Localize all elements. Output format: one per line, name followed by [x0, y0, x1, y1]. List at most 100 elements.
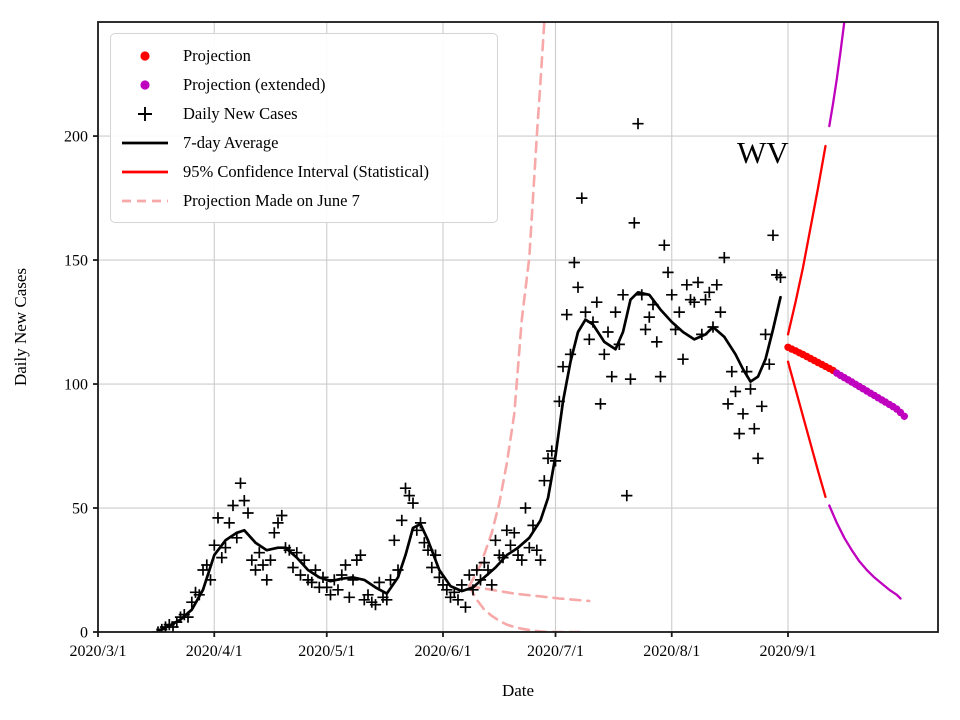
plus-marker	[658, 239, 670, 251]
plus-marker	[452, 594, 464, 606]
plus-marker	[152, 626, 164, 632]
series-ci_lower_extended	[828, 504, 902, 600]
plus-marker	[692, 276, 704, 288]
plus-marker	[591, 296, 603, 308]
plus-marker	[643, 311, 655, 323]
series-path-ci_lower	[786, 360, 827, 499]
plus-marker	[369, 599, 382, 611]
plus-marker	[339, 559, 352, 571]
plus-marker	[557, 361, 569, 373]
plus-marker	[388, 534, 400, 546]
plus-marker	[579, 306, 592, 318]
plus-marker	[242, 507, 254, 519]
legend-label: 7-day Average	[183, 132, 279, 152]
plus-marker	[321, 581, 333, 593]
plus-marker	[381, 594, 393, 606]
plus-marker	[332, 584, 344, 596]
plus-marker	[459, 601, 472, 613]
plus-marker	[538, 475, 550, 487]
plus-marker	[523, 542, 535, 554]
y-axis-title: Daily New Cases	[11, 268, 30, 386]
legend-dot	[140, 50, 150, 61]
plus-marker	[718, 252, 730, 264]
plus-marker	[714, 306, 727, 318]
plus-marker	[343, 591, 355, 603]
series-projection_extended	[833, 369, 908, 420]
plus-marker	[403, 490, 415, 502]
plus-marker	[531, 544, 543, 556]
plus-marker	[234, 477, 247, 489]
legend-label: 95% Confidence Interval (Statistical)	[183, 161, 430, 181]
plus-marker	[396, 514, 408, 526]
plus-marker	[504, 539, 517, 551]
legend-label: Projection (extended)	[183, 74, 326, 94]
dot-legend-marker-icon	[140, 50, 150, 61]
series-ci_upper_extended	[828, 22, 846, 128]
plus-marker	[606, 371, 618, 383]
plus-marker	[261, 574, 273, 586]
plus-marker	[726, 366, 738, 378]
series-projection	[784, 343, 837, 375]
plus-marker	[703, 286, 715, 298]
plus-marker	[733, 428, 745, 440]
plus-marker	[662, 266, 674, 278]
dashed-legend-marker-icon	[122, 199, 168, 202]
plus-marker	[294, 569, 307, 581]
legend-item-5: Projection Made on June 7	[119, 186, 487, 215]
plus-marker	[354, 549, 367, 561]
plus-marker	[407, 497, 419, 509]
y-tick-label: 150	[64, 253, 88, 270]
plus-marker	[576, 192, 588, 204]
legend-item-4: 95% Confidence Interval (Statistical)	[119, 157, 487, 186]
plot-frame	[97, 21, 939, 633]
plus-marker	[347, 574, 359, 586]
plus-marker	[272, 517, 284, 529]
plus-marker	[264, 554, 277, 566]
plus-marker	[426, 561, 438, 574]
plus-marker	[729, 385, 742, 398]
plus-marker	[306, 576, 318, 588]
series-path-ci_lower_extended	[828, 504, 902, 600]
plus-marker	[227, 499, 239, 512]
plus-marker	[737, 408, 749, 420]
series-path-ci_upper	[786, 144, 827, 336]
state-annotation: WV	[737, 135, 789, 170]
plus-marker	[489, 534, 502, 546]
plus-marker	[212, 512, 224, 524]
series-path-ci_upper_extended	[828, 22, 846, 128]
plus-marker	[621, 490, 633, 502]
x-tick-label: 2020/5/1	[298, 643, 355, 660]
x-tick-label: 2020/3/1	[70, 643, 127, 660]
line-legend-marker-icon	[122, 170, 168, 173]
plus-marker	[478, 557, 490, 569]
plus-marker	[399, 482, 412, 494]
legend-label: Projection Made on June 7	[183, 190, 360, 210]
y-tick-label: 0	[80, 625, 88, 642]
x-tick-label: 2020/9/1	[760, 643, 817, 660]
plus-marker	[287, 561, 299, 574]
plus-marker	[744, 383, 757, 395]
plus-marker	[673, 306, 685, 318]
x-tick-label: 2020/4/1	[186, 643, 243, 660]
plus-marker	[501, 524, 513, 536]
legend-plus	[138, 106, 152, 121]
plus-marker	[583, 333, 595, 345]
plus-marker	[681, 279, 693, 291]
projection-dot	[900, 412, 908, 420]
plus-marker	[594, 398, 607, 410]
legend-item-3: 7-day Average	[119, 128, 487, 157]
legend-item-1: Projection (extended)	[119, 70, 487, 99]
plus-marker	[639, 323, 652, 336]
plus-marker	[617, 289, 629, 301]
x-tick-label: 2020/8/1	[643, 643, 700, 660]
plus-marker	[632, 118, 644, 130]
plus-marker	[688, 296, 700, 308]
plus-marker	[628, 217, 640, 229]
plus-marker	[759, 328, 772, 340]
plus-marker	[722, 398, 734, 410]
plus-marker	[253, 547, 265, 559]
series-june7_upper	[467, 22, 546, 588]
plus-marker	[542, 452, 554, 464]
plus-marker	[216, 552, 228, 564]
series-path-avg7	[156, 290, 782, 632]
